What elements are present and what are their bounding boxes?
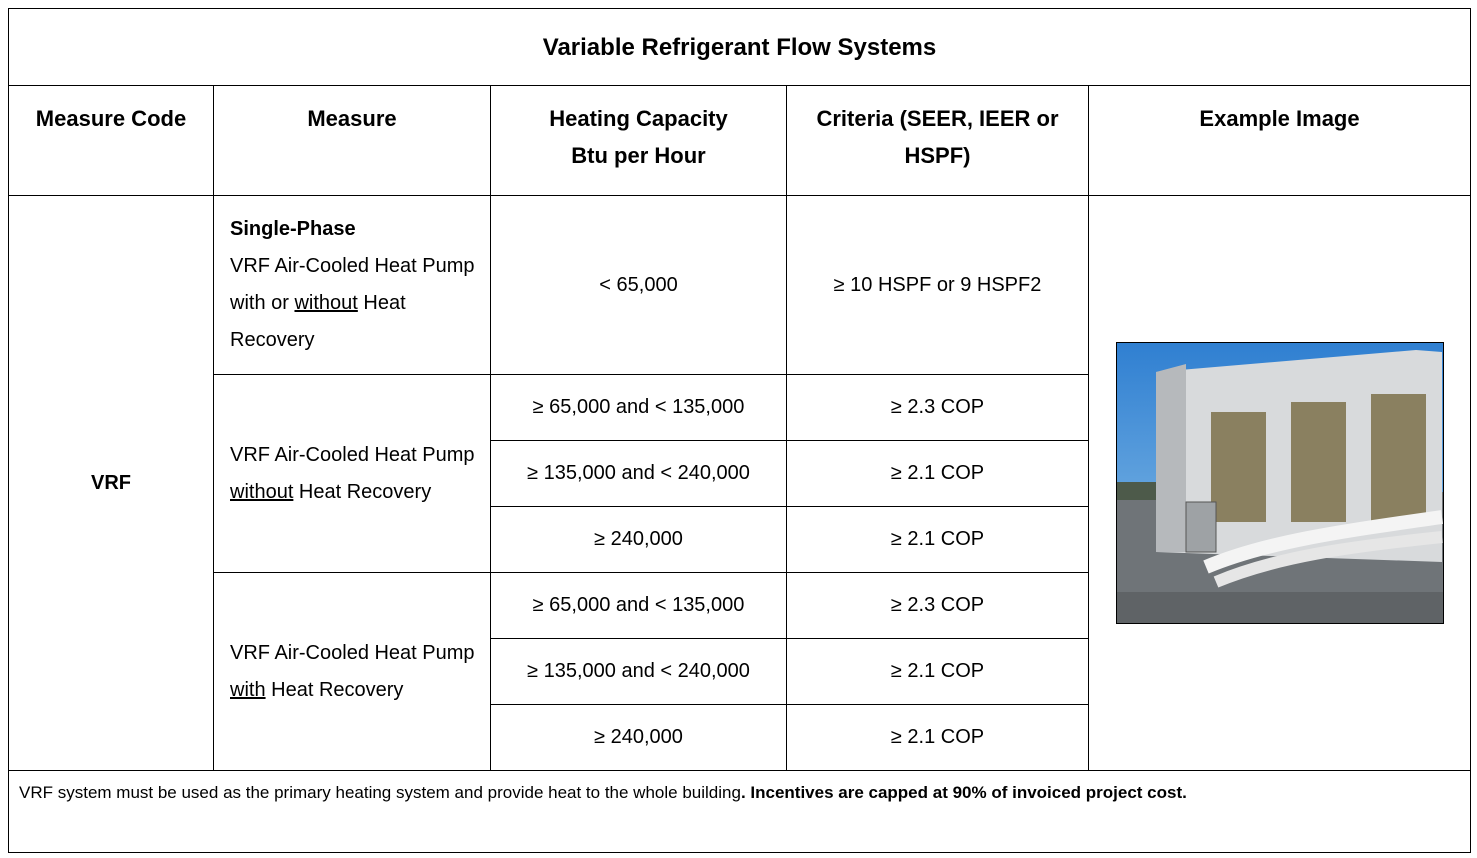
capacity: ≥ 240,000 [491, 507, 787, 573]
header-row: Measure Code Measure Heating Capacity Btu… [9, 86, 1471, 196]
footer-bold: . Incentives are capped at 90% of invoic… [741, 783, 1187, 802]
measure-cell: VRF Air-Cooled Heat Pump with Heat Recov… [214, 573, 491, 771]
header-text: Measure [307, 106, 396, 131]
capacity: ≥ 135,000 and < 240,000 [491, 441, 787, 507]
measure-text: VRF Air-Cooled Heat Pump [230, 642, 475, 664]
header-text: Btu per Hour [571, 143, 705, 168]
capacity: ≥ 240,000 [491, 705, 787, 771]
title-row: Variable Refrigerant Flow Systems [9, 9, 1471, 86]
table-title: Variable Refrigerant Flow Systems [9, 9, 1471, 86]
measure-underlined: without [294, 292, 357, 314]
criteria: ≥ 2.1 COP [787, 705, 1089, 771]
header-cell: Measure Code [9, 86, 214, 196]
criteria: ≥ 2.1 COP [787, 441, 1089, 507]
measure-text: Heat Recovery [266, 679, 404, 701]
header-text: Example Image [1199, 106, 1359, 131]
vrf-table: Variable Refrigerant Flow Systems Measur… [8, 8, 1471, 853]
image-cell [1089, 196, 1471, 771]
footer-note: VRF system must be used as the primary h… [9, 771, 1471, 853]
measure-text: VRF Air-Cooled Heat Pump [230, 444, 475, 466]
header-cell: Measure [214, 86, 491, 196]
criteria: ≥ 10 HSPF or 9 HSPF2 [787, 196, 1089, 375]
header-text: Criteria (SEER, IEER or [816, 106, 1058, 131]
capacity: ≥ 135,000 and < 240,000 [491, 639, 787, 705]
criteria: ≥ 2.1 COP [787, 507, 1089, 573]
page: {"title": "Variable Refrigerant Flow Sys… [0, 0, 1477, 858]
header-text: Heating Capacity [549, 106, 728, 131]
criteria: ≥ 2.3 COP [787, 375, 1089, 441]
criteria: ≥ 2.1 COP [787, 639, 1089, 705]
footer-text: VRF system must be used as the primary h… [19, 783, 741, 802]
criteria: ≥ 2.3 COP [787, 573, 1089, 639]
measure-heading: Single-Phase [230, 218, 356, 240]
header-text: Measure Code [36, 106, 186, 131]
measure-underlined: with [230, 679, 266, 701]
capacity: ≥ 65,000 and < 135,000 [491, 573, 787, 639]
measure-cell: VRF Air-Cooled Heat Pump without Heat Re… [214, 375, 491, 573]
header-cell: Example Image [1089, 86, 1471, 196]
capacity: ≥ 65,000 and < 135,000 [491, 375, 787, 441]
header-cell: Criteria (SEER, IEER or HSPF) [787, 86, 1089, 196]
measure-text: Heat Recovery [293, 481, 431, 503]
footer-row: VRF system must be used as the primary h… [9, 771, 1471, 853]
example-image [1116, 342, 1444, 624]
header-cell: Heating Capacity Btu per Hour [491, 86, 787, 196]
capacity: < 65,000 [491, 196, 787, 375]
header-text: HSPF) [905, 143, 971, 168]
measure-underlined: without [230, 481, 293, 503]
measure-code: VRF [9, 196, 214, 771]
